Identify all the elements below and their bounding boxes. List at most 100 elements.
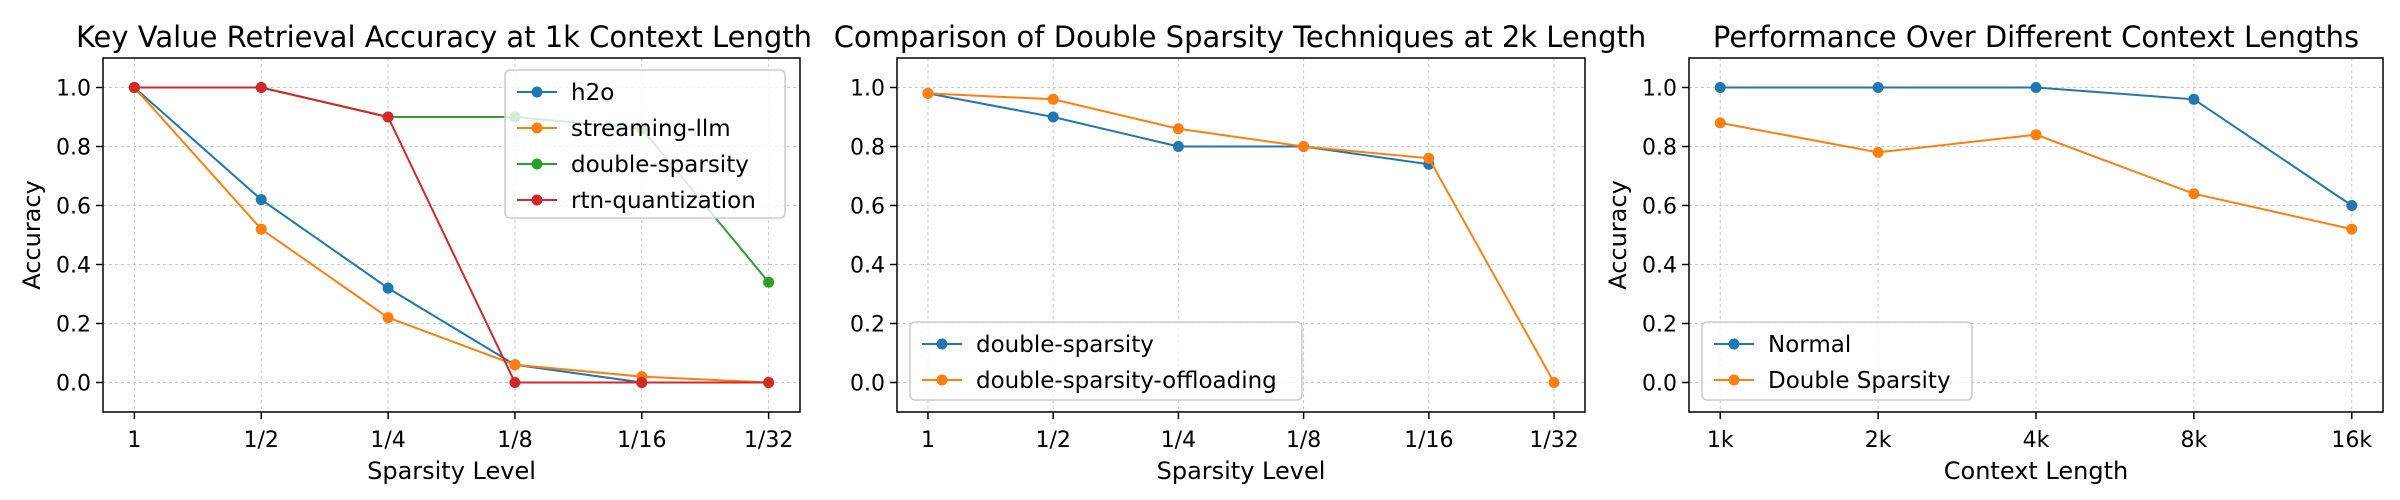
x-tick-label: 1: [127, 428, 141, 453]
y-tick-label: 0.8: [850, 136, 885, 161]
x-tick-label: 2k: [1865, 428, 1892, 453]
y-tick-label: 1.0: [1642, 77, 1677, 102]
data-point: [1047, 111, 1059, 123]
data-point: [2030, 82, 2042, 93]
y-tick-label: 0.2: [56, 313, 91, 338]
legend-item-double-sparsity-offloading: double-sparsity-offloading: [922, 368, 1277, 394]
legend-marker: [531, 158, 543, 170]
x-tick-label: 4k: [2023, 428, 2050, 453]
data-point: [1298, 141, 1310, 152]
data-point: [2346, 223, 2358, 235]
y-tick-label: 0.4: [56, 254, 91, 279]
chart-title: Key Value Retrieval Accuracy at 1k Conte…: [76, 20, 812, 54]
series-double-sparsity: [1714, 117, 2358, 235]
data-point: [1714, 82, 1726, 93]
data-point: [1548, 377, 1560, 388]
legend-marker: [531, 86, 543, 98]
y-tick-label: 0.6: [56, 195, 91, 220]
data-point: [1872, 146, 1884, 158]
y-tick-label: 0.6: [850, 195, 885, 220]
legend-item-streaming-llm: streaming-llm: [517, 116, 731, 142]
data-point: [509, 359, 521, 371]
legend-marker: [936, 374, 948, 386]
y-tick-label: 0.4: [850, 254, 885, 279]
data-point: [1714, 117, 1726, 129]
legend-label: h2o: [571, 80, 614, 106]
chart-kv-retrieval-accuracy: 0.0 0.2 0.4 0.6 0.8 1.0 1 1/2 1/4 1/8 1/16 1/32 Key …: [18, 20, 812, 485]
data-point: [1172, 141, 1184, 152]
y-axis-label: Accuracy: [18, 180, 46, 290]
x-tick-label: 1/16: [617, 428, 666, 453]
x-axis-label: Sparsity Level: [367, 457, 536, 485]
y-tick-label: 0.4: [1642, 254, 1677, 279]
legend-item-h2o: h2o: [517, 80, 614, 106]
y-tick-label: 1.0: [56, 77, 91, 102]
data-point: [509, 377, 521, 388]
data-point: [636, 377, 648, 388]
y-tick-label: 0.2: [1642, 313, 1677, 338]
x-axis-label: Context Length: [1944, 457, 2128, 485]
y-tick-label: 0.6: [1642, 195, 1677, 220]
legend-label: double-sparsity: [976, 332, 1154, 358]
legend: Normal Double Sparsity: [1701, 321, 1973, 401]
data-point: [2188, 93, 2200, 105]
data-point: [763, 276, 775, 288]
legend-label: rtn-quantization: [571, 188, 756, 214]
data-point: [128, 82, 140, 93]
legend-box: [504, 69, 786, 219]
chart-title: Performance Over Different Context Lengt…: [1713, 20, 2359, 54]
legend-item-normal: Normal: [1714, 332, 1851, 358]
series-line: [133, 86, 769, 384]
chart-title: Comparison of Double Sparsity Techniques…: [834, 20, 1647, 54]
plot-frame: [896, 57, 1586, 413]
y-axis-label: Accuracy: [1604, 180, 1632, 290]
legend-marker: [531, 122, 543, 134]
legend-box: [1701, 321, 1973, 401]
x-axis-label: Sparsity Level: [1157, 457, 1326, 485]
y-tick-label: 0.0: [56, 372, 91, 397]
y-tick-label: 0.0: [850, 372, 885, 397]
series-rtn-quantization: [128, 82, 775, 388]
legend-label: Normal: [1768, 332, 1851, 358]
legend-label: double-sparsity: [571, 152, 749, 178]
data-point: [1423, 152, 1435, 164]
y-tick-label: 0.2: [850, 313, 885, 338]
x-tick-label: 1/2: [1035, 428, 1070, 453]
legend-item-double-sparsity: double-sparsity: [517, 152, 749, 178]
data-point: [255, 194, 267, 206]
data-point: [382, 282, 394, 294]
x-tick-label: 16k: [2331, 428, 2372, 453]
legend-marker: [1728, 374, 1740, 386]
x-tick-label: 8k: [2181, 428, 2208, 453]
data-point: [1872, 82, 1884, 93]
data-point: [382, 312, 394, 324]
y-tick-label: 1.0: [850, 77, 885, 102]
data-point: [382, 111, 394, 123]
legend: h2o streaming-llm double-sparsity rtn-quant…: [504, 69, 786, 219]
legend-label: double-sparsity-offloading: [976, 368, 1277, 394]
data-point: [2346, 200, 2358, 211]
series-normal: [1714, 82, 2358, 211]
x-tick-label: 1k: [1707, 428, 1734, 453]
legend-marker: [531, 194, 543, 206]
x-tick-label: 1/8: [497, 428, 532, 453]
legend-item-double-sparsity: double-sparsity: [922, 332, 1154, 358]
x-tick-label: 1/8: [1286, 428, 1321, 453]
series-line: [134, 86, 769, 384]
legend-marker: [936, 338, 948, 350]
y-tick-label: 0.8: [56, 136, 91, 161]
legend-label: Double Sparsity: [1768, 368, 1951, 394]
x-tick-label: 1/4: [1161, 428, 1196, 453]
data-point: [2188, 188, 2200, 200]
data-point: [1172, 123, 1184, 135]
y-tick-label: 0.0: [1642, 372, 1677, 397]
legend-item-double-sparsity: Double Sparsity: [1714, 368, 1951, 394]
legend-marker: [1728, 338, 1740, 350]
x-tick-label: 1/2: [244, 428, 279, 453]
data-point: [922, 87, 934, 99]
legend-label: streaming-llm: [571, 116, 731, 142]
series-line: [1720, 86, 2353, 207]
plot-frame: [102, 57, 801, 413]
x-tick-label: 1: [921, 428, 935, 453]
